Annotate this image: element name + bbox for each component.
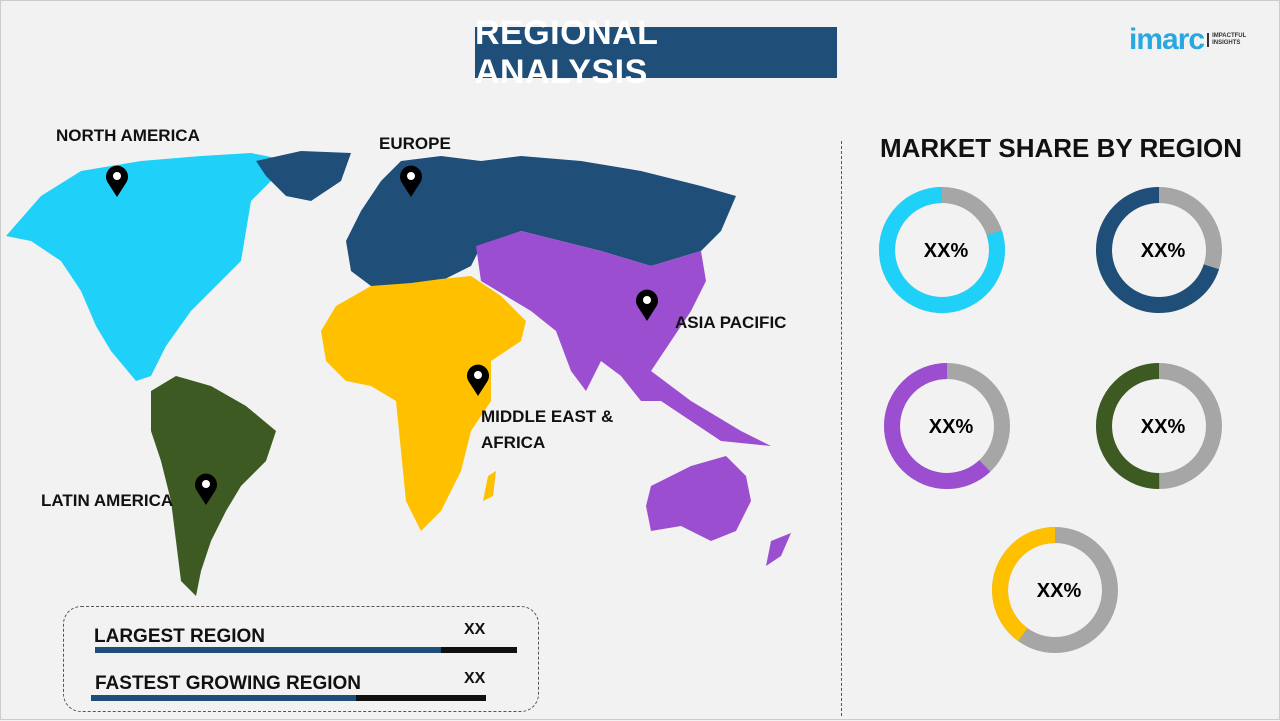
fastest-region-bar bbox=[91, 695, 486, 701]
donut-label: XX% bbox=[929, 416, 974, 438]
map-region-north-america bbox=[6, 153, 291, 381]
fastest-region-label: FASTEST GROWING REGION bbox=[95, 673, 362, 694]
donut-asia-pacific: XX% bbox=[884, 363, 1010, 489]
map-pin-icon bbox=[400, 165, 422, 197]
largest-region-bar bbox=[95, 647, 517, 653]
map-pin-icon bbox=[106, 165, 128, 197]
map-pin-icon bbox=[195, 473, 217, 505]
imarc-logo: imarc IMPACTFUL INSIGHTS bbox=[1129, 23, 1247, 57]
map-pin-icon bbox=[636, 289, 658, 321]
fastest-region-value: XX bbox=[464, 670, 486, 687]
donut-label: XX% bbox=[924, 240, 969, 262]
donut-north-america: XX% bbox=[879, 187, 1005, 313]
donut-share-arc bbox=[1096, 187, 1222, 313]
map-region-asia-pacific bbox=[476, 231, 771, 446]
donut-middle-east-africa: XX% bbox=[992, 527, 1118, 653]
donut-label: XX% bbox=[1037, 580, 1082, 602]
donut-share-arc bbox=[992, 527, 1118, 653]
donut-share-arc bbox=[1096, 363, 1222, 489]
summary-box bbox=[63, 606, 539, 712]
map-pins bbox=[106, 165, 658, 505]
map-region-new-zealand bbox=[766, 533, 791, 566]
map-pin-icon bbox=[467, 364, 489, 396]
divider bbox=[841, 141, 842, 716]
region-label-europe: EUROPE bbox=[379, 134, 451, 153]
map-region-greenland bbox=[256, 151, 351, 201]
donut-share-arc bbox=[884, 363, 1010, 489]
region-label-asia-pacific: ASIA PACIFIC bbox=[675, 313, 787, 332]
largest-region-bar-fill bbox=[95, 647, 442, 653]
largest-region-label: LARGEST REGION bbox=[94, 626, 266, 647]
logo-tagline: IMPACTFUL INSIGHTS bbox=[1207, 33, 1247, 47]
map-region-europe bbox=[346, 156, 736, 291]
donut-label: XX% bbox=[1141, 416, 1186, 438]
donut-share-arc bbox=[879, 187, 1005, 313]
map-region-australia bbox=[646, 456, 751, 541]
donut-latin-america: XX% bbox=[1096, 363, 1222, 489]
donut-label: XX% bbox=[1141, 240, 1186, 262]
chart-title: MARKET SHARE BY REGION bbox=[879, 133, 1243, 163]
donut-europe: XX% bbox=[1096, 187, 1222, 313]
fastest-region-bar-fill bbox=[91, 695, 356, 701]
world-map bbox=[6, 151, 791, 596]
map-region-madagascar bbox=[483, 471, 496, 501]
logo-text: imarc bbox=[1129, 23, 1205, 56]
region-label-middle-east-africa: MIDDLE EAST & AFRICA bbox=[481, 407, 614, 452]
region-label-north-america: NORTH AMERICA bbox=[56, 126, 200, 145]
region-label-latin-america: LATIN AMERICA bbox=[41, 491, 174, 510]
map-region-middle-east-africa bbox=[321, 276, 526, 531]
largest-region-value: XX bbox=[464, 621, 486, 638]
